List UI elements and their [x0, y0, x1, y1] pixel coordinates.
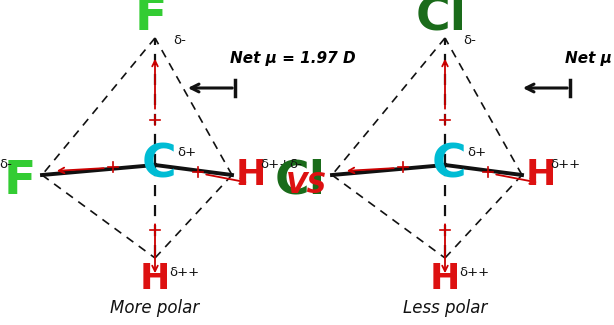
- Text: Less polar: Less polar: [403, 299, 487, 317]
- Text: C: C: [142, 142, 176, 188]
- Text: VS: VS: [286, 171, 328, 199]
- Text: H: H: [236, 158, 266, 192]
- Text: Cl: Cl: [416, 0, 467, 40]
- Text: More polar: More polar: [111, 299, 200, 317]
- Text: Net μ = 1.67 D: Net μ = 1.67 D: [565, 51, 614, 66]
- Text: δ-: δ-: [289, 159, 302, 172]
- Text: δ+: δ+: [177, 147, 196, 160]
- Text: Net μ = 1.97 D: Net μ = 1.97 D: [230, 51, 356, 66]
- Text: δ+: δ+: [467, 147, 486, 160]
- Text: δ-: δ-: [0, 159, 12, 172]
- Text: δ-: δ-: [173, 34, 186, 47]
- Text: H: H: [430, 262, 460, 296]
- Text: H: H: [140, 262, 170, 296]
- Text: Cl: Cl: [275, 159, 326, 203]
- Text: F: F: [4, 159, 36, 203]
- Text: C: C: [432, 142, 467, 188]
- Text: δ++: δ++: [459, 266, 489, 279]
- Text: δ++: δ++: [550, 159, 580, 172]
- Text: δ-: δ-: [463, 34, 476, 47]
- Text: δ++: δ++: [169, 266, 199, 279]
- Text: H: H: [526, 158, 556, 192]
- Text: F: F: [135, 0, 167, 40]
- Text: δ++: δ++: [260, 159, 290, 172]
